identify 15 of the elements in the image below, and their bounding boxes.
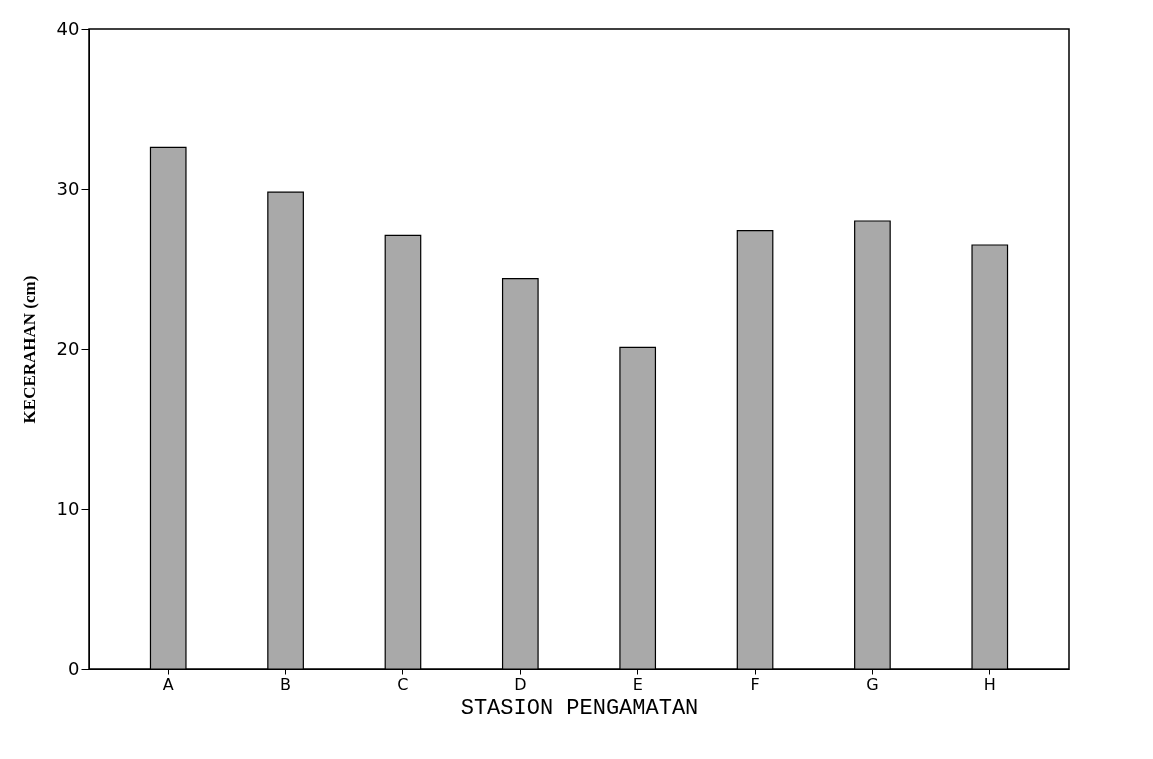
x-tick-label: F — [750, 674, 760, 694]
x-tick-label: C — [397, 674, 409, 694]
x-tick-label: B — [280, 674, 292, 694]
y-tick-label: 0 — [68, 657, 80, 679]
x-tick-label: E — [632, 674, 643, 694]
y-tick-label: 40 — [56, 17, 80, 39]
x-axis-title: STASION PENGAMATAN — [460, 695, 699, 721]
x-tick-label: G — [866, 674, 879, 694]
x-tick-label: A — [162, 674, 174, 694]
y-tick-label: 30 — [56, 177, 80, 199]
y-tick-label: 10 — [56, 497, 80, 519]
x-tick-label: H — [983, 674, 996, 694]
y-axis-title: KECERAHAN (cm) — [19, 275, 39, 424]
y-tick-label: 20 — [56, 337, 80, 359]
x-tick-label: D — [514, 674, 527, 694]
